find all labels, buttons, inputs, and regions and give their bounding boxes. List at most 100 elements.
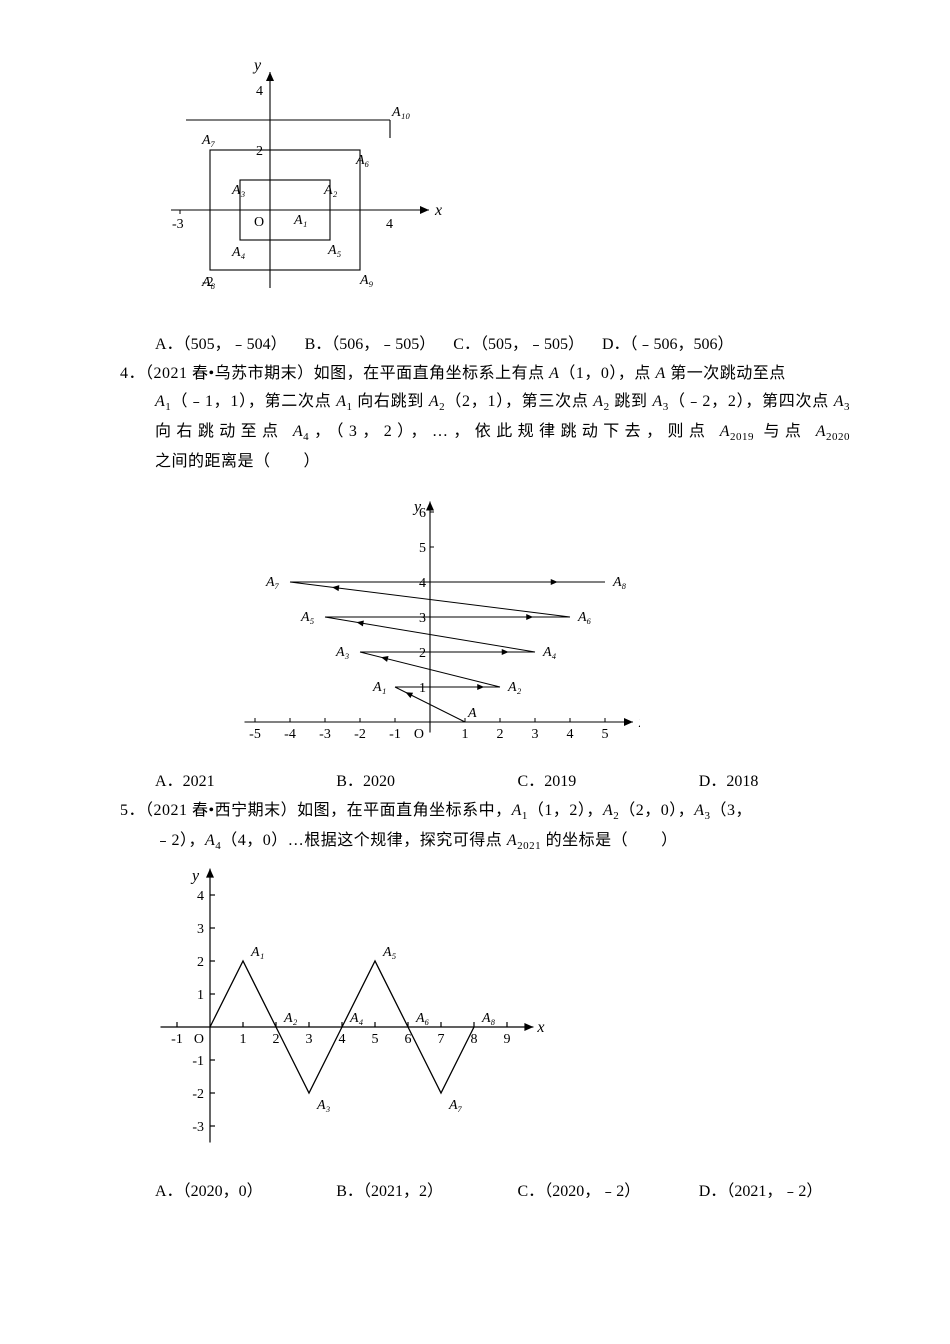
q5-option-a: A．（2020，0） (155, 1178, 306, 1207)
q4-a4c: ，（3，2），…，依此规律跳动下去，则点 (309, 423, 720, 440)
q4-oa: 2021 (183, 773, 215, 790)
figure-q4-svg: -5-4-3-2-112345123456OxyAA₁A₂A₃A₄A₅A₆A₇A… (220, 487, 640, 747)
q4-source: （2021 春•乌苏市期末） (145, 365, 314, 382)
q5-ob: （2021，2） (363, 1183, 443, 1200)
q5-number: 5． (120, 802, 145, 819)
svg-text:O: O (194, 1032, 204, 1047)
q4-a4l: A (293, 423, 303, 440)
svg-text:1: 1 (462, 727, 469, 742)
svg-text:A₆: A₆ (355, 153, 370, 168)
svg-text:2: 2 (419, 646, 426, 661)
q4-od: 2018 (726, 773, 758, 790)
svg-text:4: 4 (386, 217, 393, 232)
q3-option-a: A．（505，﹣504） (155, 331, 287, 360)
svg-text:2: 2 (497, 727, 504, 742)
svg-text:A₈: A₈ (481, 1011, 496, 1026)
figure-q5-svg: -1123456789-3-2-11234OxyA₁A₂A₃A₄A₅A₆A₇A₈ (155, 867, 555, 1157)
q3-option-c: C．（505，﹣505） (453, 331, 584, 360)
figure-q5: -1123456789-3-2-11234OxyA₁A₂A₃A₄A₅A₆A₇A₈ (155, 867, 850, 1168)
q4-option-c: C．2019 (518, 768, 669, 797)
svg-text:-3: -3 (172, 217, 184, 232)
svg-text:8: 8 (471, 1032, 478, 1047)
q3-option-b: B．（506，﹣505） (305, 331, 436, 360)
q4-a20s: 2020 (826, 432, 850, 444)
svg-text:9: 9 (504, 1032, 511, 1047)
svg-text:4: 4 (419, 576, 426, 591)
svg-text:3: 3 (419, 611, 426, 626)
q3-option-d-text: （﹣506，506） (630, 336, 734, 353)
q4-A-c: （1，0），点 (559, 365, 655, 382)
q3-option-d: D．（﹣506，506） (602, 331, 734, 360)
svg-text:-2: -2 (192, 1087, 204, 1102)
svg-text:x: x (638, 714, 640, 731)
q4-a3bl: A (834, 393, 844, 410)
svg-text:-4: -4 (284, 727, 296, 742)
q4-tl: 与点 (754, 423, 816, 440)
svg-text:A₈: A₈ (612, 575, 627, 590)
svg-text:A: A (467, 706, 477, 721)
svg-text:A₂: A₂ (507, 680, 522, 695)
q5-option-c: C．（2020，﹣2） (518, 1178, 669, 1207)
q5-oc: （2020，﹣2） (544, 1183, 640, 1200)
q4-ob: 2020 (363, 773, 395, 790)
svg-text:1: 1 (240, 1032, 247, 1047)
svg-text:x: x (536, 1019, 544, 1036)
figure-q3-svg: -3-2424OxyA₁A₂A₃A₄A₅A₆A₇A₈A₉A₁₀ (160, 50, 460, 310)
q4-a3c: （﹣2，2），第四次点 (669, 393, 834, 410)
q4-body: A1（﹣1，1），第二次点 A1 向右跳到 A2（2，1），第三次点 A2 跳到… (155, 388, 850, 477)
svg-text:A₁: A₁ (250, 945, 264, 960)
q4-a2c: （2，1），第三次点 (445, 393, 593, 410)
svg-text:3: 3 (197, 922, 204, 937)
q4-a3l: A (652, 393, 662, 410)
svg-text:A₆: A₆ (577, 610, 592, 625)
q3-options: A．（505，﹣504） B．（506，﹣505） C．（505，﹣505） D… (155, 331, 850, 360)
q4-stem: 4．（2021 春•乌苏市期末）如图，在平面直角坐标系上有点 A（1，0），点 … (120, 360, 850, 389)
svg-text:y: y (190, 867, 200, 884)
q5-oa: （2020，0） (183, 1183, 263, 1200)
figure-q4: -5-4-3-2-112345123456OxyAA₁A₂A₃A₄A₅A₆A₇A… (220, 487, 850, 758)
q4-j2: 向右跳到 (352, 393, 428, 410)
svg-text:4: 4 (197, 889, 204, 904)
svg-text:3: 3 (532, 727, 539, 742)
q4-te: 之间的距离是（ ） (155, 453, 320, 470)
q5-stem: 5．（2021 春•西宁期末）如图，在平面直角坐标系中，A1（1，2），A2（2… (120, 797, 850, 827)
svg-text:A₅: A₅ (382, 945, 397, 960)
svg-text:A₄: A₄ (349, 1011, 364, 1026)
q4-a1l: A (155, 393, 165, 410)
svg-text:1: 1 (419, 681, 426, 696)
svg-text:A₅: A₅ (327, 243, 342, 258)
svg-text:A₇: A₇ (265, 575, 280, 590)
svg-text:A₇: A₇ (448, 1098, 463, 1113)
svg-text:y: y (412, 499, 422, 516)
q5-body: ﹣2），A4（4，0）…根据这个规律，探究可得点 A2021 的坐标是（ ） (155, 827, 850, 857)
q4-oc: 2019 (544, 773, 576, 790)
q5-al: A (507, 832, 517, 849)
q5-option-d: D．（2021，﹣2） (699, 1178, 850, 1207)
svg-text:A₅: A₅ (300, 610, 315, 625)
q4-option-a: A．2021 (155, 768, 306, 797)
svg-text:A₄: A₄ (231, 245, 246, 260)
q5-options: A．（2020，0） B．（2021，2） C．（2020，﹣2） D．（202… (155, 1178, 850, 1207)
q4-j4: 向右跳动至点 (155, 423, 293, 440)
q4-a1bl: A (336, 393, 346, 410)
q4-option-b: B．2020 (336, 768, 487, 797)
figure-q3: -3-2424OxyA₁A₂A₃A₄A₅A₆A₇A₈A₉A₁₀ (160, 50, 850, 321)
svg-text:x: x (434, 202, 442, 219)
svg-text:A₁₀: A₁₀ (391, 105, 410, 120)
svg-text:6: 6 (405, 1032, 412, 1047)
svg-text:5: 5 (602, 727, 609, 742)
svg-text:y: y (252, 57, 262, 74)
svg-text:A₂: A₂ (283, 1011, 298, 1026)
svg-text:A₃: A₃ (335, 645, 350, 660)
q4-a2bl: A (593, 393, 603, 410)
svg-text:1: 1 (197, 988, 204, 1003)
q4-a1c: （﹣1，1），第二次点 (171, 393, 336, 410)
svg-text:A₆: A₆ (415, 1011, 430, 1026)
svg-text:A₉: A₉ (359, 273, 374, 288)
svg-text:A₇: A₇ (201, 133, 216, 148)
svg-text:7: 7 (438, 1032, 445, 1047)
q4-j3: 跳到 (610, 393, 653, 410)
svg-text:2: 2 (197, 955, 204, 970)
q5-as: 2021 (517, 840, 541, 852)
q4-a2l: A (429, 393, 439, 410)
